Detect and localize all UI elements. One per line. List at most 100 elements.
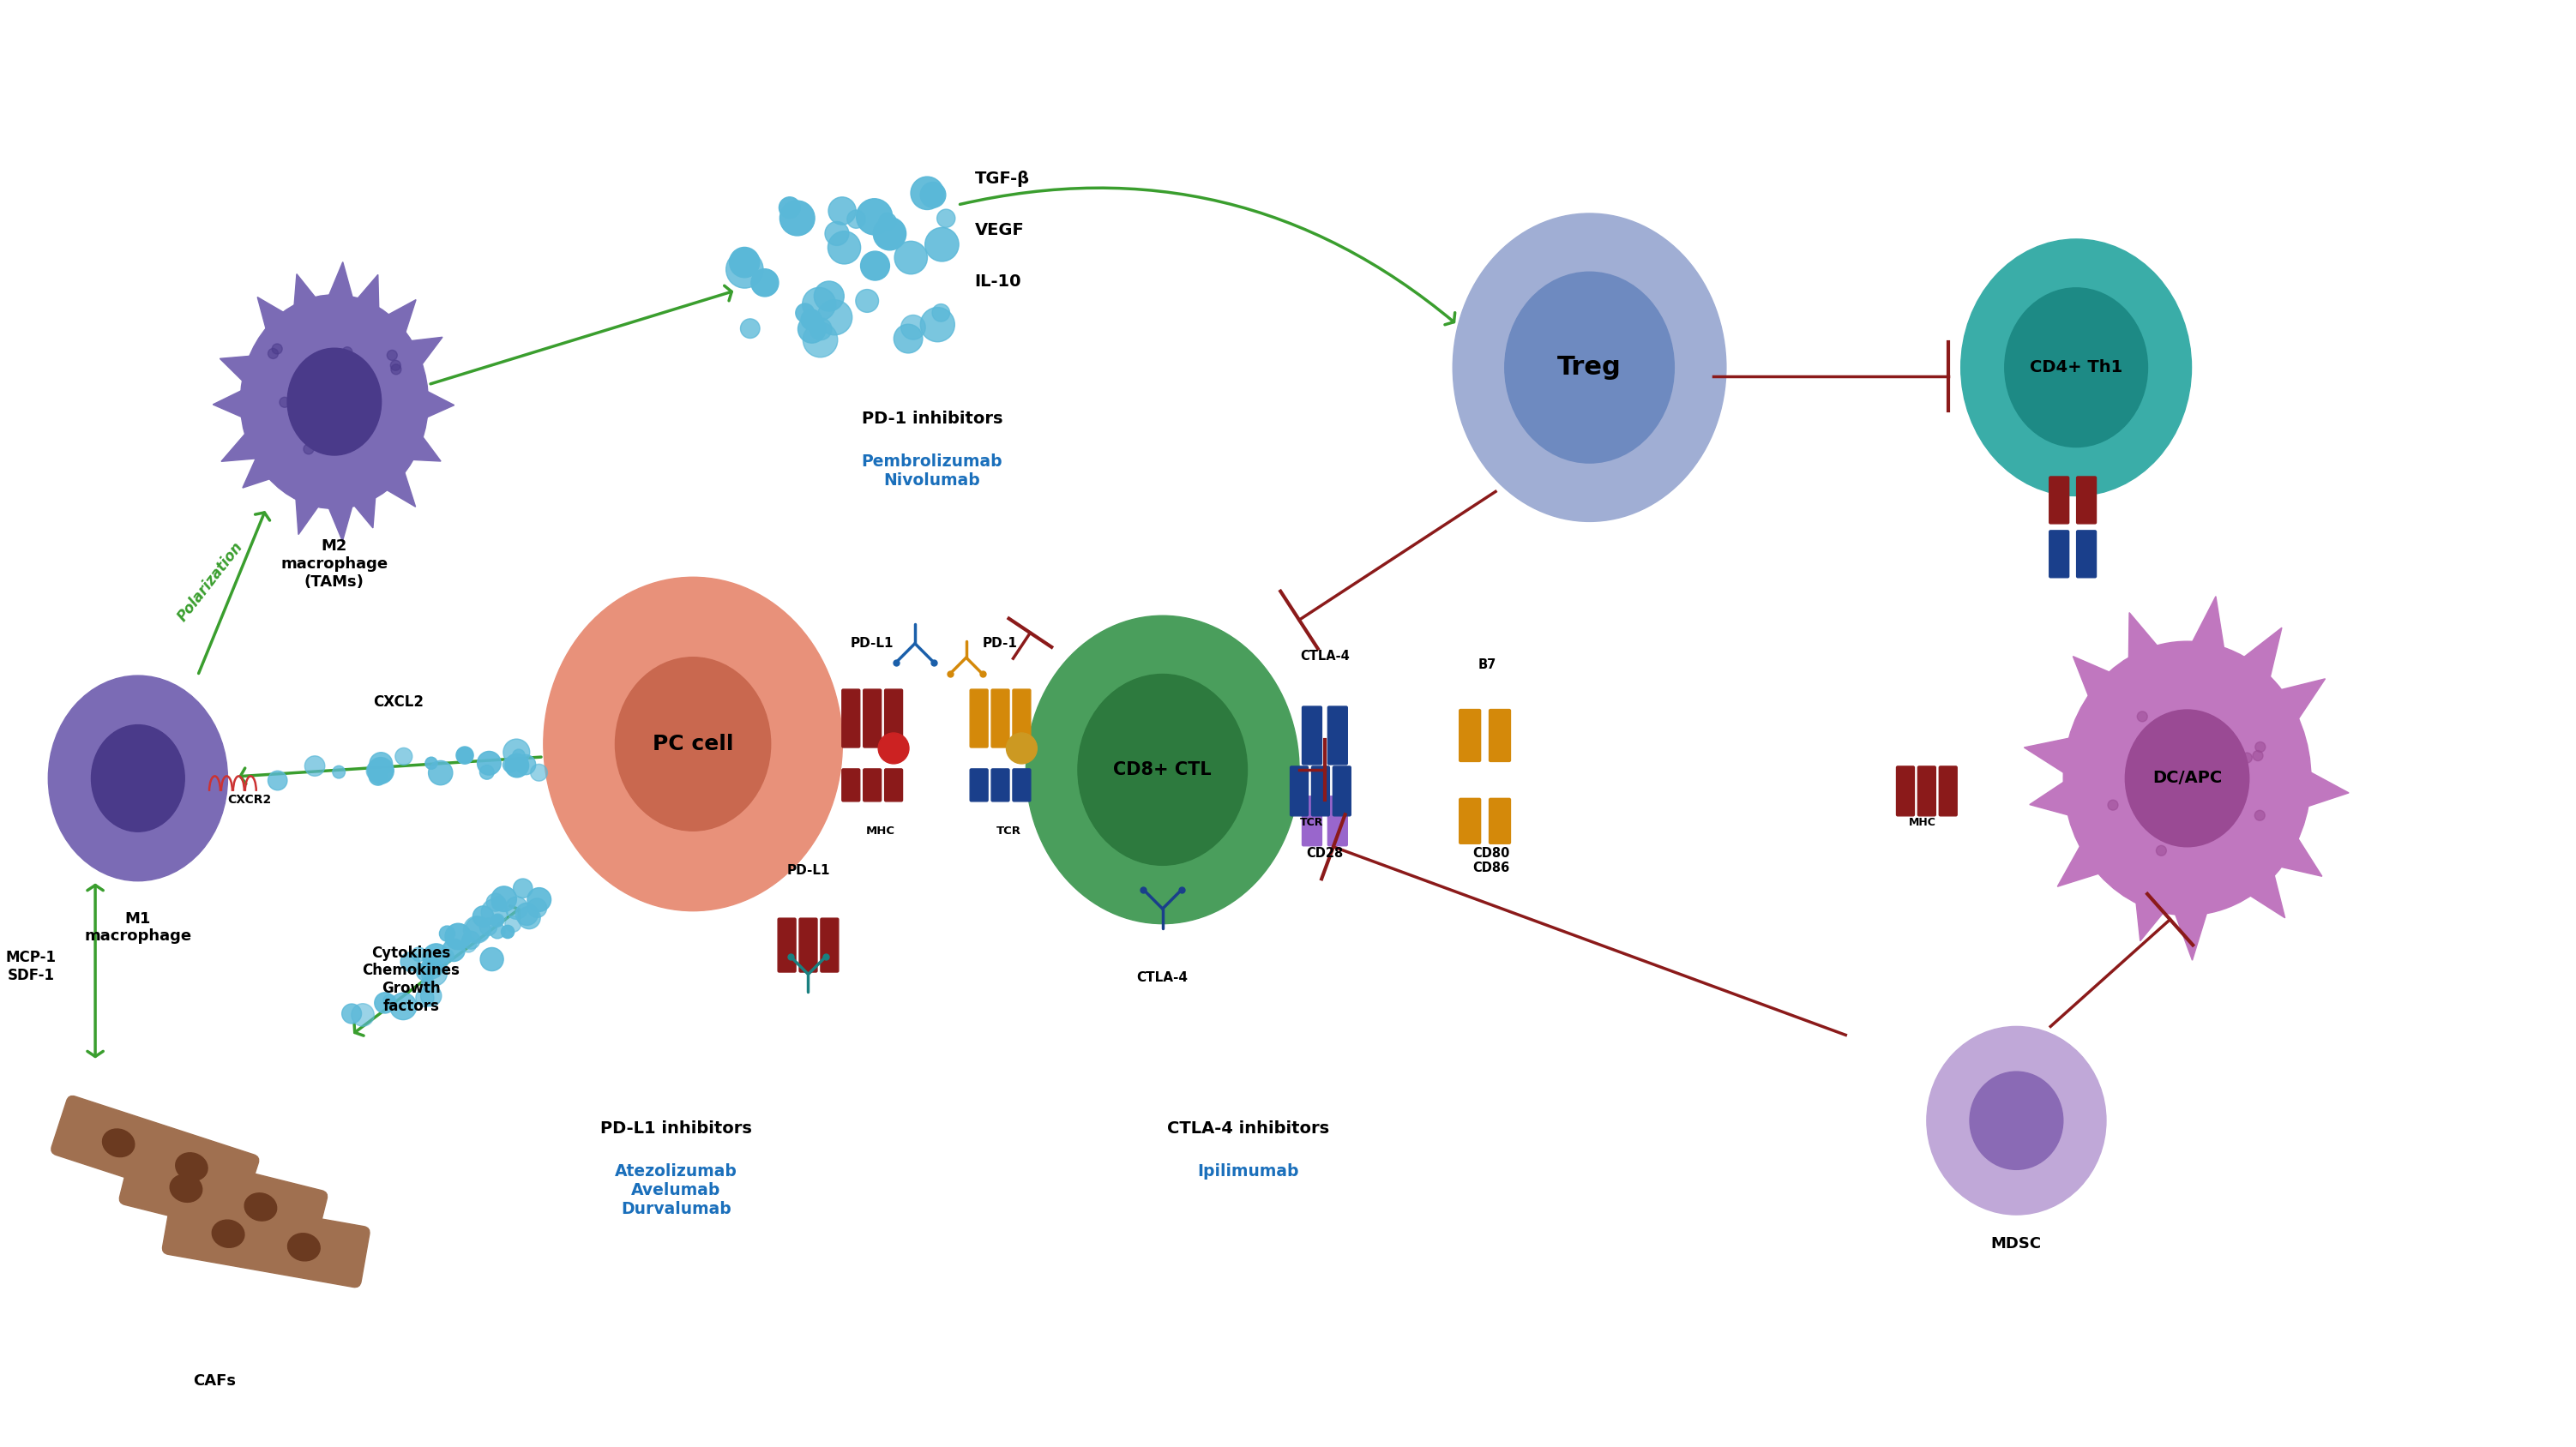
Ellipse shape [103,1129,134,1158]
Polygon shape [258,297,294,343]
Circle shape [335,434,345,444]
Polygon shape [294,485,327,534]
Circle shape [912,177,943,210]
Ellipse shape [57,724,103,768]
Polygon shape [399,425,440,462]
FancyBboxPatch shape [1489,709,1510,761]
Circle shape [492,915,505,926]
Circle shape [920,182,945,208]
FancyBboxPatch shape [1291,767,1309,816]
Ellipse shape [708,813,783,883]
Circle shape [273,344,283,355]
Circle shape [502,757,518,773]
FancyBboxPatch shape [1940,767,1958,816]
Polygon shape [2264,823,2321,877]
Circle shape [474,906,495,928]
Circle shape [1007,734,1038,764]
Circle shape [366,761,386,780]
Circle shape [2107,800,2117,810]
Circle shape [781,201,814,236]
Text: Cytokines
Chemokines
Growth
factors: Cytokines Chemokines Growth factors [363,945,461,1014]
FancyBboxPatch shape [52,1095,258,1214]
FancyBboxPatch shape [842,689,860,748]
Circle shape [386,350,397,360]
Circle shape [2254,751,2262,761]
Polygon shape [348,275,379,323]
Circle shape [482,899,507,925]
Circle shape [466,917,489,942]
Text: PD-1 inhibitors: PD-1 inhibitors [860,411,1002,427]
Circle shape [938,210,956,227]
Text: TGF-β: TGF-β [974,171,1030,187]
Text: CAFs: CAFs [193,1373,237,1389]
FancyBboxPatch shape [2050,531,2069,577]
Circle shape [804,323,837,357]
Text: IL-10: IL-10 [974,273,1023,289]
Circle shape [2254,742,2264,752]
FancyBboxPatch shape [992,689,1010,748]
Polygon shape [325,262,355,311]
Circle shape [368,757,394,784]
Circle shape [456,747,474,764]
FancyBboxPatch shape [118,1145,327,1250]
Circle shape [809,318,832,340]
FancyBboxPatch shape [992,768,1010,802]
Ellipse shape [1960,239,2192,496]
Text: PD-L1: PD-L1 [786,864,829,877]
Circle shape [855,289,878,313]
FancyBboxPatch shape [2076,476,2097,524]
Circle shape [461,936,477,952]
Circle shape [268,349,278,359]
FancyBboxPatch shape [1896,767,1914,816]
Ellipse shape [1927,1026,2107,1214]
Polygon shape [399,337,443,375]
Circle shape [489,915,502,926]
Polygon shape [2264,679,2326,734]
FancyBboxPatch shape [1301,796,1321,846]
FancyBboxPatch shape [799,919,817,972]
Text: CD4+ Th1: CD4+ Th1 [2030,359,2123,376]
Circle shape [801,310,822,330]
Ellipse shape [1077,674,1247,865]
Circle shape [440,949,453,962]
Circle shape [394,748,412,765]
Circle shape [343,347,353,357]
Ellipse shape [240,295,428,509]
Text: CXCR2: CXCR2 [227,793,270,806]
Ellipse shape [180,755,227,800]
Text: CD8+ CTL: CD8+ CTL [1113,761,1211,778]
Polygon shape [345,483,376,528]
FancyBboxPatch shape [971,768,989,802]
Text: Ipilimumab: Ipilimumab [1198,1163,1298,1179]
FancyBboxPatch shape [842,768,860,802]
Circle shape [425,757,438,770]
FancyBboxPatch shape [1458,709,1481,761]
Polygon shape [222,424,268,462]
FancyBboxPatch shape [884,768,902,802]
Circle shape [477,751,500,776]
Circle shape [304,444,314,454]
Ellipse shape [1025,615,1298,923]
Circle shape [420,956,443,978]
Circle shape [894,242,927,273]
Circle shape [902,315,925,340]
Ellipse shape [1453,214,1726,521]
Polygon shape [2030,773,2084,819]
Circle shape [440,926,456,942]
Ellipse shape [106,835,142,867]
Circle shape [505,754,528,777]
FancyBboxPatch shape [162,1194,368,1288]
Polygon shape [376,300,415,346]
Circle shape [739,318,760,339]
Circle shape [502,925,515,938]
Circle shape [827,232,860,263]
FancyBboxPatch shape [1917,767,1935,816]
Circle shape [464,916,489,943]
Circle shape [801,288,835,321]
FancyBboxPatch shape [1332,767,1350,816]
Circle shape [368,758,394,783]
Circle shape [829,197,855,224]
Circle shape [518,906,541,929]
FancyBboxPatch shape [971,689,989,748]
Circle shape [412,948,425,962]
